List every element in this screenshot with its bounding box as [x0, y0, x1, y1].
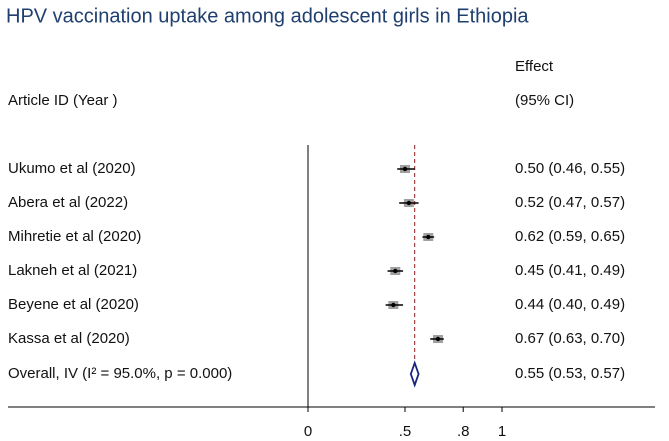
x-tick-label: 0	[304, 423, 312, 440]
chart-title: HPV vaccination uptake among adolescent …	[6, 5, 529, 27]
point-estimate	[406, 200, 412, 206]
point-estimate	[393, 268, 398, 274]
effect-label: 0.50 (0.46, 0.55)	[515, 160, 625, 177]
study-label: Kassa et al (2020)	[8, 330, 130, 347]
overall-effect-label: 0.55 (0.53, 0.57)	[515, 365, 625, 382]
effect-label: 0.44 (0.40, 0.49)	[515, 296, 625, 313]
effect-header: Effect	[515, 58, 554, 75]
effect-label: 0.45 (0.41, 0.49)	[515, 262, 625, 279]
point-estimate	[435, 336, 441, 342]
effect-label: 0.62 (0.59, 0.65)	[515, 228, 625, 245]
effect-label: 0.67 (0.63, 0.70)	[515, 330, 625, 347]
x-tick-label: 1	[498, 423, 506, 440]
label-header: Article ID (Year )	[8, 92, 117, 109]
effect-label: 0.52 (0.47, 0.57)	[515, 194, 625, 211]
study-label: Ukumo et al (2020)	[8, 160, 136, 177]
x-tick-label: .8	[457, 423, 470, 440]
overall-label: Overall, IV (I² = 95.0%, p = 0.000)	[8, 365, 232, 382]
study-label: Abera et al (2022)	[8, 194, 128, 211]
overall-diamond	[409, 360, 420, 388]
study-label: Mihretie et al (2020)	[8, 228, 141, 245]
ci-header: (95% CI)	[515, 92, 574, 109]
point-estimate	[426, 234, 431, 240]
point-estimate	[402, 166, 408, 172]
x-tick-label: .5	[399, 423, 412, 440]
point-estimate	[391, 302, 396, 308]
study-label: Beyene et al (2020)	[8, 296, 139, 313]
study-label: Lakneh et al (2021)	[8, 262, 137, 279]
